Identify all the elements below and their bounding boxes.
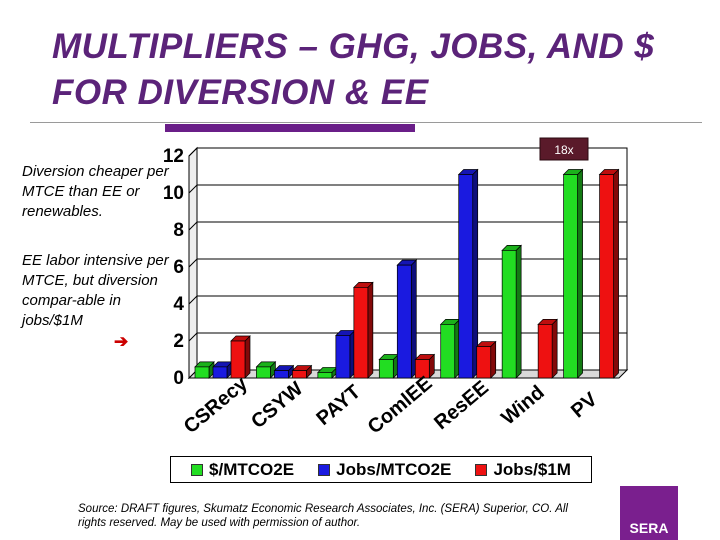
x-tick-label: Wind (497, 381, 548, 429)
x-tick-label: CSYW (247, 378, 307, 433)
legend-swatch-red (475, 463, 488, 476)
legend-label-jobs-mtco2e: Jobs/MTCO2E (336, 459, 452, 479)
annotation-label: 18x (554, 143, 573, 157)
x-tick-label: CSRecy (180, 372, 253, 438)
bar-side (551, 318, 558, 379)
y-tick-label: 10 (163, 183, 184, 204)
y-tick-label: 6 (173, 257, 184, 278)
sera-logo: SERA (620, 486, 678, 540)
bar-side (490, 340, 497, 379)
gridline (188, 221, 627, 231)
source-note: Source: DRAFT figures, Skumatz Economic … (78, 503, 568, 529)
y-tick-label: 0 (173, 368, 184, 389)
x-tick-label: PAYT (312, 381, 364, 430)
gridline (188, 147, 627, 157)
bar (230, 340, 246, 379)
bar (353, 287, 369, 379)
bar (335, 335, 351, 379)
bar (458, 174, 474, 379)
legend-swatch-green (191, 463, 204, 476)
gridline (188, 258, 627, 268)
slide-title: MULTIPLIERS – GHG, JOBS, AND $ FOR DIVER… (52, 27, 655, 112)
legend-label-cost: $/MTCO2E (209, 459, 295, 479)
x-tick-label: ComlEE (364, 372, 437, 438)
arrow-icon: ➔ (114, 332, 129, 351)
bar (501, 250, 517, 379)
bar (563, 174, 578, 379)
y-tick-label: 4 (173, 294, 184, 315)
bar-side (515, 244, 522, 379)
gridline (188, 295, 627, 305)
bar (194, 366, 210, 379)
title-divider (30, 122, 702, 123)
note-diversion-cheaper: Diversion cheaper per MTCE than EE or re… (22, 163, 169, 220)
note-ee-labor-intensive: EE labor intensive per MTCE, but diversi… (22, 252, 169, 329)
bar (292, 370, 307, 379)
legend-item-jobs-mtco2e: Jobs/MTCO2E (318, 460, 451, 480)
legend-label-jobs-1m: Jobs/$1M (493, 459, 571, 479)
chart-legend: $/MTCO2E Jobs/MTCO2E Jobs/$1M (170, 456, 592, 483)
title-accent-bar (165, 124, 415, 132)
bar (599, 174, 614, 379)
bar (274, 370, 289, 379)
bar-side (577, 168, 583, 379)
legend-item-cost: $/MTCO2E (191, 460, 294, 480)
bar-side (613, 168, 619, 379)
bar (414, 359, 430, 379)
annotation-box (539, 137, 589, 161)
gridline (188, 332, 627, 342)
legend-swatch-blue (318, 463, 331, 476)
y-tick-label: 12 (163, 146, 184, 167)
bar-side (244, 335, 251, 379)
bar (537, 324, 553, 379)
x-tick-label: PV (567, 388, 602, 422)
bar (256, 366, 271, 379)
bar (440, 324, 456, 379)
bar (396, 264, 412, 379)
bar (317, 372, 333, 379)
x-tick-label: ResEE (430, 377, 493, 435)
bar-side (367, 281, 374, 379)
bar (476, 346, 492, 379)
bar (378, 359, 394, 379)
y-tick-label: 2 (173, 331, 184, 352)
bar (212, 366, 228, 379)
gridline (188, 184, 627, 194)
legend-item-jobs-1m: Jobs/$1M (475, 459, 571, 480)
y-tick-label: 8 (173, 220, 184, 241)
